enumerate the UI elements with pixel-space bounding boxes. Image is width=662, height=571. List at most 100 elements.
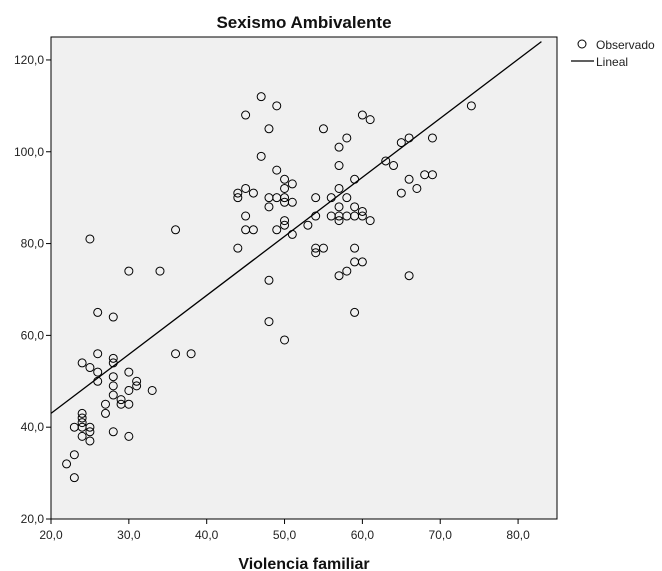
scatter-point <box>350 174 360 184</box>
scatter-point <box>311 193 321 203</box>
scatter-point <box>280 216 290 226</box>
scatter-point <box>318 124 328 134</box>
scatter-point <box>381 156 391 166</box>
regression-line <box>50 41 542 414</box>
scatter-point <box>404 271 414 281</box>
scatter-point <box>186 349 196 359</box>
y-tick-label: 60,0 <box>21 328 45 342</box>
scatter-point <box>248 225 258 235</box>
scatter-point <box>357 257 367 267</box>
scatter-point <box>404 133 414 143</box>
scatter-point <box>100 408 110 418</box>
legend-observado-marker <box>577 39 587 49</box>
scatter-point <box>124 431 134 441</box>
legend-observado-label: Observado <box>596 38 655 52</box>
scatter-point <box>412 183 422 193</box>
scatter-point <box>233 193 243 203</box>
legend-lineal-label: Lineal <box>596 55 628 69</box>
scatter-point <box>108 427 118 437</box>
scatter-point <box>100 399 110 409</box>
x-tick-label: 80,0 <box>506 528 530 542</box>
x-tick-label: 20,0 <box>39 528 63 542</box>
scatter-point <box>427 133 437 143</box>
scatter-point <box>272 165 282 175</box>
scatter-point <box>272 225 282 235</box>
scatter-point <box>342 133 352 143</box>
scatter-point <box>389 161 399 171</box>
scatter-point <box>365 216 375 226</box>
scatter-point <box>108 390 118 400</box>
scatter-point <box>93 349 103 359</box>
scatter-point <box>241 110 251 120</box>
scatter-point <box>280 174 290 184</box>
scatter-point <box>108 358 118 368</box>
scatter-point <box>264 275 274 285</box>
x-tick-label: 40,0 <box>195 528 219 542</box>
scatter-point <box>280 183 290 193</box>
scatter-point <box>132 381 142 391</box>
scatter-point <box>69 473 79 483</box>
plot-area <box>50 36 558 520</box>
scatter-point <box>124 367 134 377</box>
scatter-point <box>77 431 87 441</box>
scatter-point <box>77 408 87 418</box>
scatter-point <box>233 188 243 198</box>
scatter-point <box>357 110 367 120</box>
scatter-point <box>124 399 134 409</box>
scatter-point <box>287 229 297 239</box>
scatter-point <box>69 450 79 460</box>
scatter-point <box>280 220 290 230</box>
scatter-point <box>93 376 103 386</box>
scatter-point <box>241 211 251 221</box>
scatter-point <box>350 202 360 212</box>
scatter-point <box>466 101 476 111</box>
y-tick-label: 40,0 <box>21 420 45 434</box>
scatter-point <box>132 376 142 386</box>
scatter-point <box>108 381 118 391</box>
y-tick-label: 80,0 <box>21 237 45 251</box>
scatter-point <box>404 174 414 184</box>
x-tick-label: 70,0 <box>429 528 453 542</box>
scatter-point <box>427 170 437 180</box>
scatter-point <box>233 243 243 253</box>
scatter-point <box>326 193 336 203</box>
scatter-point <box>287 197 297 207</box>
scatter-point <box>124 385 134 395</box>
scatter-point <box>280 335 290 345</box>
scatter-point <box>350 307 360 317</box>
scatter-point <box>334 271 344 281</box>
legend: Observado Lineal <box>571 38 655 69</box>
scatter-point <box>334 161 344 171</box>
scatter-point <box>155 266 165 276</box>
scatter-point <box>77 358 87 368</box>
scatter-point <box>85 427 95 437</box>
scatter-point <box>256 92 266 102</box>
scatter-point <box>272 101 282 111</box>
scatter-point <box>303 220 313 230</box>
scatter-point <box>334 142 344 152</box>
x-axis: 20,0 30,0 40,0 50,0 60,0 70,0 80,0 <box>39 519 530 542</box>
scatter-point <box>147 385 157 395</box>
scatter-point <box>108 372 118 382</box>
scatter-point <box>108 312 118 322</box>
scatter-point <box>264 317 274 327</box>
scatter-point <box>318 243 328 253</box>
scatter-point <box>334 202 344 212</box>
x-tick-label: 30,0 <box>117 528 141 542</box>
scatter-point <box>311 211 321 221</box>
scatter-point <box>342 193 352 203</box>
scatter-point <box>280 193 290 203</box>
y-tick-label: 120,0 <box>14 53 44 67</box>
scatter-point <box>357 206 367 216</box>
y-axis: 20,0 40,0 60,0 80,0 100,0 120,0 <box>14 53 51 526</box>
scatter-point <box>85 363 95 373</box>
scatter-point <box>85 436 95 446</box>
scatter-point <box>334 216 344 226</box>
scatter-point <box>171 225 181 235</box>
scatter-point <box>264 124 274 134</box>
scatter-point <box>256 151 266 161</box>
regression-line-group <box>50 41 542 414</box>
scatter-point <box>248 188 258 198</box>
chart-title: Sexismo Ambivalente <box>216 13 391 32</box>
